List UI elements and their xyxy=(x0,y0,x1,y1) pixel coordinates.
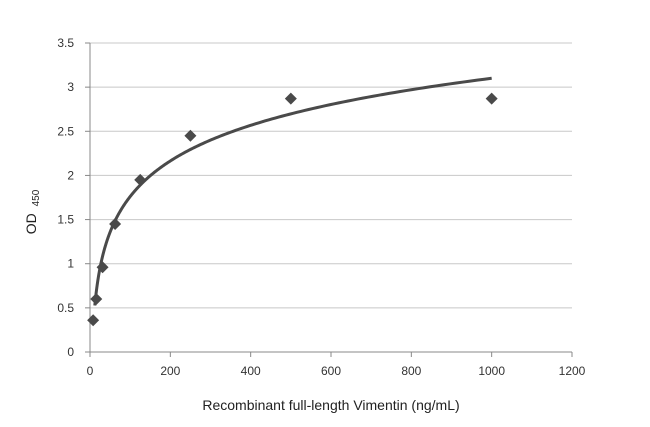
y-axis-title-subscript: 450 xyxy=(31,189,42,206)
x-tick-label: 600 xyxy=(321,364,341,378)
trendline xyxy=(93,76,492,306)
data-point xyxy=(90,293,103,306)
y-tick-label: 0 xyxy=(67,345,74,359)
x-tick-labels: 0 200 400 600 800 1000 1200 xyxy=(87,364,586,378)
y-tick-label: 1 xyxy=(67,257,74,271)
x-tick-label: 1200 xyxy=(559,364,586,378)
axes xyxy=(85,42,573,357)
data-point xyxy=(87,314,100,327)
y-tick-label: 0.5 xyxy=(57,301,74,315)
y-axis-title-main: OD xyxy=(23,213,39,234)
data-point xyxy=(184,129,197,142)
x-tick-label: 400 xyxy=(241,364,261,378)
y-tick-label: 1.5 xyxy=(57,213,74,227)
data-point xyxy=(284,92,297,105)
y-tick-label: 3.5 xyxy=(57,36,74,50)
x-tick-label: 1000 xyxy=(478,364,505,378)
y-tick-label: 3 xyxy=(67,80,74,94)
x-tick-label: 0 xyxy=(87,364,94,378)
data-point xyxy=(485,92,498,105)
x-axis-title: Recombinant full-length Vimentin (ng/mL) xyxy=(202,397,459,413)
x-tick-label: 200 xyxy=(160,364,180,378)
y-axis-title: OD 450 xyxy=(23,189,42,234)
y-tick-label: 2.5 xyxy=(57,124,74,138)
y-tick-labels: 0 0.5 1 1.5 2 2.5 3 3.5 xyxy=(57,36,74,359)
data-point xyxy=(134,173,147,186)
y-tick-label: 2 xyxy=(67,168,74,182)
grid-lines xyxy=(90,42,572,309)
data-points xyxy=(87,92,498,327)
x-tick-label: 800 xyxy=(401,364,421,378)
data-point xyxy=(109,217,122,230)
data-point xyxy=(96,261,109,274)
